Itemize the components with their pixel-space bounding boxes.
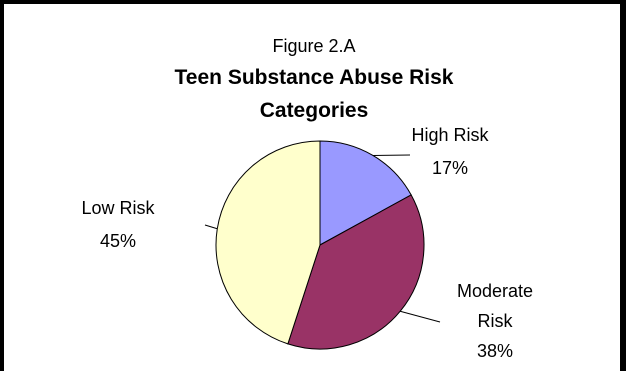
leader-lines [204,154,441,323]
pie-slices [215,140,425,350]
leader-line-moderate-risk [400,310,441,323]
pie-slice-low-risk [215,140,321,345]
slice-label-high-risk: High Risk [411,125,489,145]
leader-line-low-risk [204,224,218,230]
chart-border-left [0,0,4,371]
figure-label: Figure 2.A [272,36,355,56]
slice-label-moderate-risk-line-1: Moderate [457,281,533,301]
chart-border-top [0,0,626,4]
slice-percent-moderate-risk: 38% [477,341,513,361]
slice-label-low-risk: Low Risk [81,198,155,218]
slice-label-moderate-risk-line-2: Risk [478,311,514,331]
slice-percent-high-risk: 17% [432,158,468,178]
chart-title-line-2: Categories [260,99,369,122]
chart-title-line-1: Teen Substance Abuse Risk [175,66,454,89]
slice-percent-low-risk: 45% [100,231,136,251]
chart-border-right [620,0,626,371]
